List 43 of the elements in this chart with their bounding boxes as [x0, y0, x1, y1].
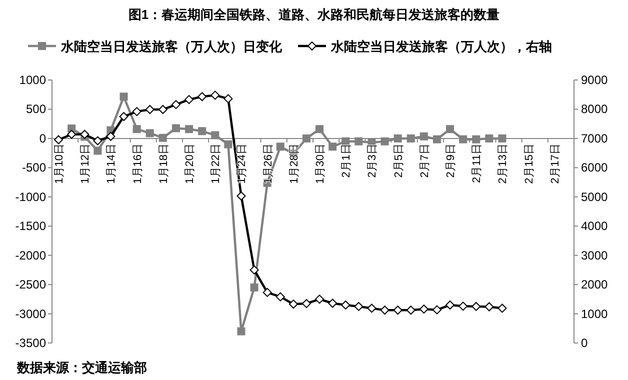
x-tick-label: 1月28日: [288, 143, 300, 184]
x-tick-label: 1月30日: [314, 143, 327, 184]
x-tick-label: 1月26日: [262, 143, 274, 184]
y2-tick-label: 5000: [581, 190, 608, 204]
y-tick-label: 1000: [19, 73, 46, 87]
y2-tick-label: 3000: [581, 248, 608, 262]
x-tick-label: 1月18日: [158, 143, 170, 184]
x-tick-label: 1月22日: [210, 143, 222, 184]
source-note: 数据来源：交通运输部: [16, 360, 147, 375]
y2-tick-label: 9000: [581, 73, 608, 87]
x-tick-label: 1月14日: [106, 143, 118, 184]
y-tick-label: -3500: [15, 336, 46, 350]
y2-tick-label: 0: [581, 336, 588, 350]
x-tick-label: 2月5日: [392, 143, 405, 178]
x-tick-label: 2月9日: [445, 143, 458, 178]
x-tick-label: 2月3日: [366, 143, 379, 178]
y-tick-label: 0: [39, 131, 46, 146]
x-tick-label: 1月12日: [80, 143, 92, 184]
chart-title: 图1：春运期间全国铁路、道路、水路和民航每日发送旅客的数量: [128, 7, 500, 22]
y2-tick-label: 6000: [581, 160, 608, 175]
y2-tick-label: 8000: [581, 102, 608, 116]
y-tick-label: -3000: [15, 306, 46, 321]
x-tick-label: 1月10日: [54, 143, 66, 184]
x-tick-label: 2月7日: [418, 143, 431, 178]
x-tick-label: 2月17日: [549, 143, 562, 184]
x-tick-label: 2月15日: [523, 143, 536, 184]
x-tick-label: 2月11日: [471, 143, 484, 183]
y-tick-label: 500: [26, 102, 46, 116]
x-tick-label: 1月20日: [184, 143, 196, 184]
y2-tick-label: 2000: [581, 278, 608, 292]
y-tick-label: -2500: [15, 278, 46, 292]
y2-tick-label: 7000: [581, 131, 608, 146]
x-tick-label: 2月1日: [340, 143, 353, 178]
y-tick-label: -1500: [15, 219, 46, 234]
y-tick-label: -2000: [15, 248, 46, 262]
y2-tick-label: 1000: [581, 306, 608, 321]
legend-label: 水陆空当日发送旅客（万人次），右轴: [330, 39, 552, 55]
y-tick-label: -1000: [15, 190, 46, 204]
y-tick-label: -500: [22, 160, 46, 175]
x-tick-label: 1月16日: [132, 143, 144, 184]
y2-tick-label: 4000: [581, 219, 608, 234]
x-tick-label: 2月13日: [497, 143, 510, 184]
legend-label: 水陆空当日发送旅客（万人次）日变化: [60, 39, 283, 55]
